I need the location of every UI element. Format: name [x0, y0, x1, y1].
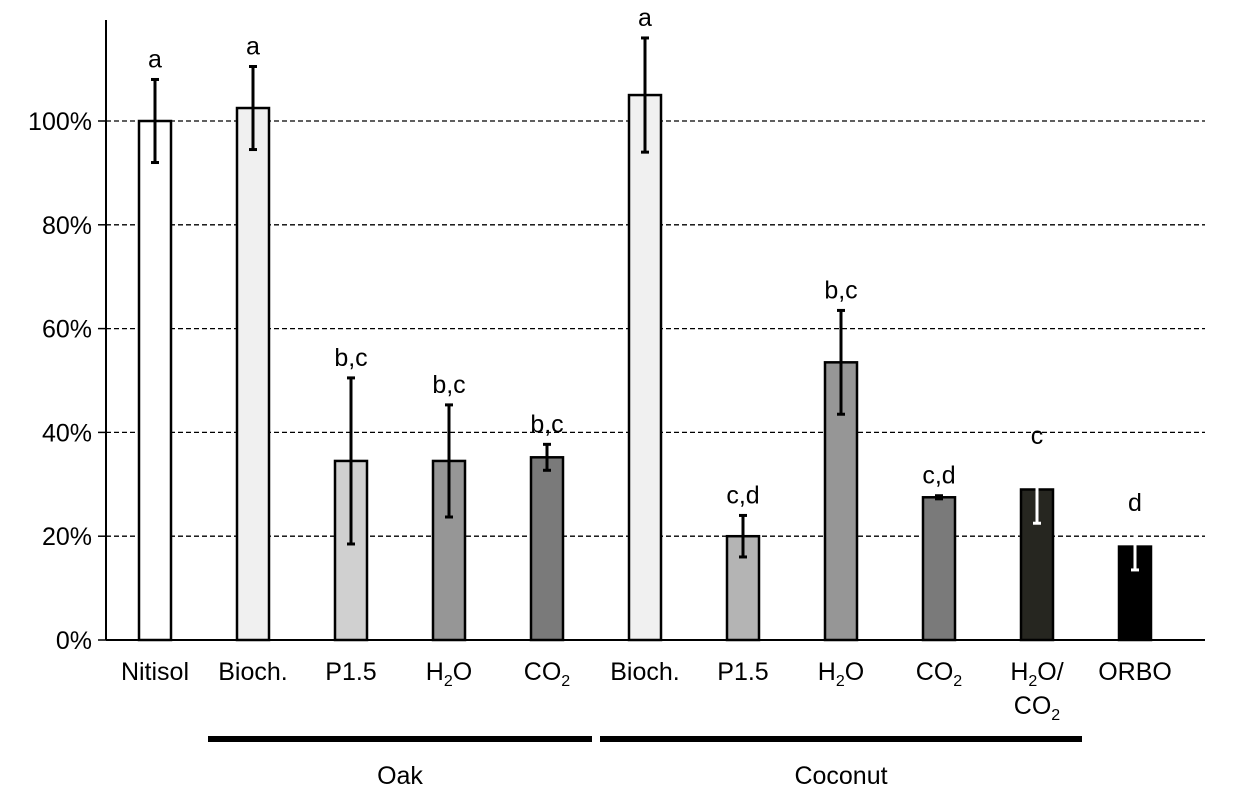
bar: [529, 456, 565, 642]
y-tick-label: 80%: [42, 212, 92, 240]
axes: [98, 20, 1205, 742]
category-label-line2: CO2: [1014, 692, 1061, 724]
category-label: H2O/: [1010, 658, 1063, 690]
y-tick-label: 0%: [56, 627, 92, 655]
bar: [627, 93, 663, 642]
category-label: H2O: [426, 658, 472, 690]
significance-label: b,c: [432, 371, 465, 399]
y-tick-label: 60%: [42, 316, 92, 344]
significance-label: b,c: [530, 410, 563, 438]
group-bracket: [600, 736, 1082, 742]
category-label: Bioch.: [610, 658, 679, 686]
category-label: P1.5: [717, 658, 768, 686]
significance-label: d: [1128, 489, 1142, 517]
significance-label: a: [638, 4, 652, 32]
category-label: ORBO: [1098, 658, 1172, 686]
significance-label: c,d: [922, 462, 955, 490]
bar: [235, 106, 271, 642]
category-label: Bioch.: [218, 658, 287, 686]
group-label: Oak: [377, 762, 423, 790]
category-label: P1.5: [325, 658, 376, 686]
labels: 0% 20% 40% 60% 80% 100% a Nitisol a Bioch. b,c P1.5…: [28, 4, 1172, 790]
bar: [921, 496, 957, 642]
significance-label: b,c: [334, 344, 367, 372]
y-tick-label: 40%: [42, 419, 92, 447]
y-tick-label: 100%: [28, 108, 92, 136]
y-tick-label: 20%: [42, 523, 92, 551]
group-bracket: [208, 736, 592, 742]
significance-label: a: [246, 33, 260, 61]
category-label: CO2: [916, 658, 963, 690]
group-label: Coconut: [794, 762, 887, 790]
significance-label: a: [148, 45, 162, 73]
significance-label: c,d: [726, 481, 759, 509]
bars: [137, 36, 1153, 642]
category-label: Nitisol: [121, 658, 189, 686]
category-label: CO2: [524, 658, 571, 690]
significance-label: b,c: [824, 276, 857, 304]
significance-label: c: [1031, 422, 1044, 450]
category-label: H2O: [818, 658, 864, 690]
bar: [137, 119, 173, 642]
